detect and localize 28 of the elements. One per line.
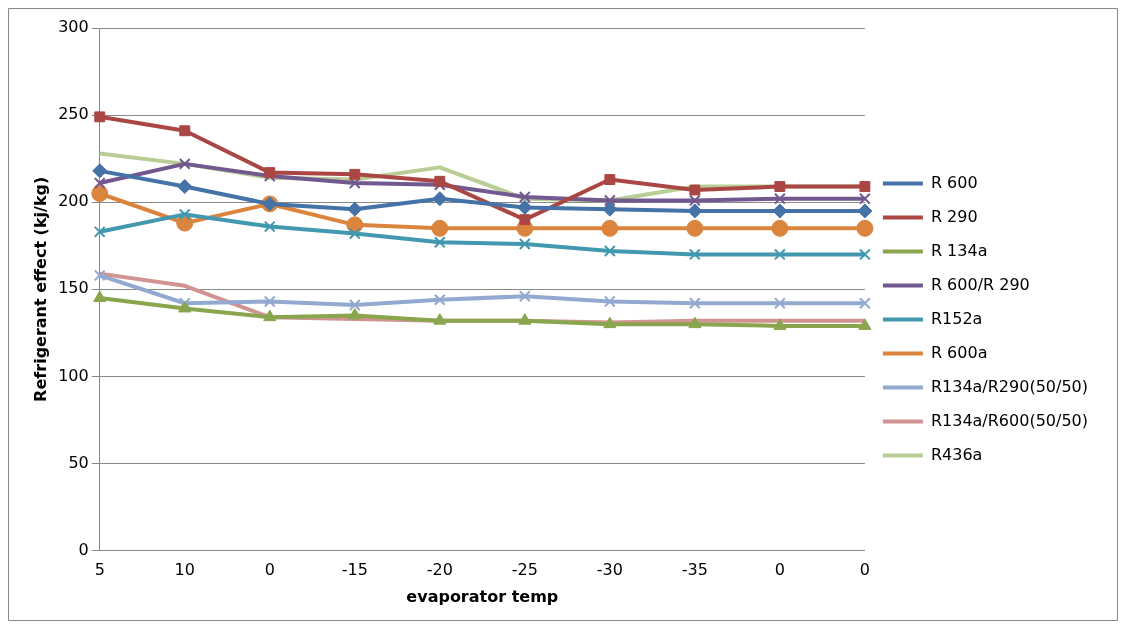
- x-tick-label: -15: [341, 560, 368, 580]
- legend-label: R 290: [930, 206, 978, 226]
- x-tick-label: 0: [859, 560, 870, 580]
- x-tick-label: 5: [94, 560, 105, 580]
- legend-label: R152a: [930, 308, 983, 328]
- x-tick-label: -25: [511, 560, 538, 580]
- y-tick-label: 200: [58, 191, 89, 211]
- x-tick-label: 0: [774, 560, 785, 580]
- x-tick-label: 0: [264, 560, 275, 580]
- y-tick-label: 300: [58, 17, 89, 37]
- y-tick-label: 0: [78, 539, 89, 559]
- legend-label: R 134a: [930, 240, 988, 260]
- y-tick-label: 100: [58, 365, 89, 385]
- x-tick-label: -20: [426, 560, 453, 580]
- legend-label: R 600/R 290: [930, 274, 1030, 294]
- y-tick-label: 150: [58, 278, 89, 298]
- y-axis-title: Refrigerant effect (kj/kg): [30, 176, 50, 402]
- y-tick-label: 50: [68, 452, 89, 472]
- x-tick-label: -30: [596, 560, 623, 580]
- legend-label: R 600: [930, 172, 978, 192]
- legend-label: R134a/R600(50/50): [930, 410, 1089, 430]
- x-tick-label: 10: [174, 560, 195, 580]
- x-tick-label: -35: [681, 560, 708, 580]
- y-tick-label: 250: [58, 104, 89, 124]
- x-axis-title: evaporator temp: [406, 586, 559, 606]
- legend-label: R 600a: [930, 342, 988, 362]
- legend-label: R134a/R290(50/50): [930, 376, 1089, 396]
- legend-label: R436a: [930, 444, 983, 464]
